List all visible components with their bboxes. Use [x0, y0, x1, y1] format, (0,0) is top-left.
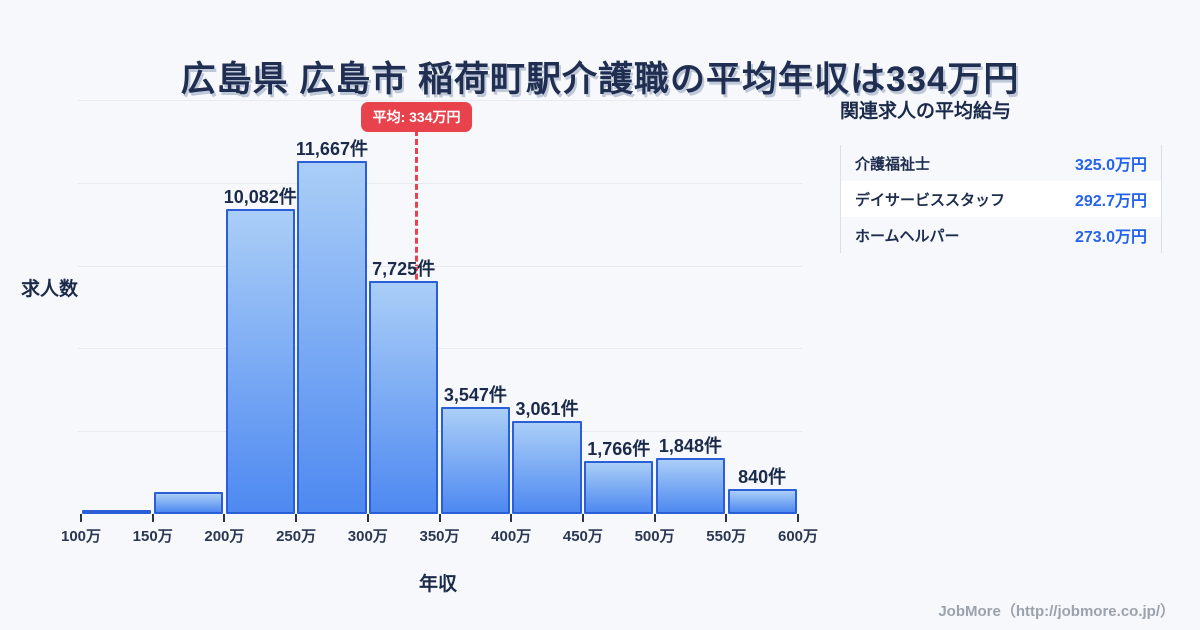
histogram-bar — [440, 406, 510, 514]
x-tick-mark — [438, 514, 441, 522]
bar-value-label: 1,848件 — [658, 436, 722, 457]
bar-value-label: 3,061件 — [515, 399, 579, 420]
bar-value-label: 11,667件 — [295, 139, 368, 160]
x-tick-label: 350万 — [419, 528, 460, 545]
job-salary: 325.0万円 — [1074, 157, 1147, 174]
bar-value-label: 3,547件 — [443, 384, 507, 405]
related-job-row: 介護福祉士 325.0万円 — [841, 145, 1161, 181]
mean-badge: 平均: 334万円 — [360, 102, 473, 132]
bar-value-label: 840件 — [738, 466, 787, 487]
related-job-row: ホームヘルパー 273.0万円 — [841, 217, 1161, 253]
x-tick-mark — [366, 514, 369, 522]
gridline — [78, 348, 802, 350]
gridline — [78, 182, 802, 184]
histogram-bar — [655, 458, 726, 514]
x-tick-mark — [653, 514, 656, 522]
x-tick-mark — [295, 514, 298, 522]
histogram-bar — [512, 421, 582, 514]
x-tick-label: 400万 — [491, 528, 532, 545]
histogram-bar — [584, 460, 654, 514]
job-name: デイサービススタッフ — [855, 191, 1006, 209]
related-job-row: デイサービススタッフ 292.7万円 — [841, 181, 1161, 217]
x-tick-mark — [725, 514, 728, 522]
x-tick-mark — [80, 514, 82, 522]
x-tick-mark — [510, 514, 513, 522]
x-tick-mark — [581, 514, 584, 522]
job-name: 介護福祉士 — [855, 155, 931, 173]
x-tick-label: 300万 — [347, 528, 388, 545]
gridline — [78, 100, 802, 101]
x-tick-label: 450万 — [562, 528, 603, 545]
bar-value-label: 10,082件 — [223, 187, 297, 208]
x-tick-mark — [223, 514, 226, 522]
bar-value-label: 7,725件 — [372, 258, 436, 279]
bar-value-label: 1,766件 — [587, 438, 651, 459]
job-salary: 292.7万円 — [1074, 193, 1147, 210]
histogram-bar — [153, 492, 224, 514]
x-tick-mark — [151, 514, 154, 522]
x-axis-label: 年収 — [419, 574, 458, 595]
histogram-bar — [297, 161, 367, 514]
histogram-bar — [82, 510, 152, 515]
x-tick-label: 200万 — [204, 528, 245, 545]
x-tick-label: 150万 — [132, 528, 173, 545]
related-jobs-panel: 関連求人の平均給与 介護福祉士 325.0万円 デイサービススタッフ 292.7… — [840, 96, 1162, 253]
y-axis-label: 求人数 — [21, 279, 79, 300]
job-name: ホームヘルパー — [855, 227, 960, 245]
histogram-bar — [369, 280, 439, 514]
footer-credit: JobMore（http://jobmore.co.jp/） — [938, 603, 1175, 620]
page-title: 広島県 広島市 稲荷町駅介護職の平均年収は334万円 — [180, 60, 1020, 100]
x-tick-label: 500万 — [634, 528, 675, 545]
x-tick-label: 600万 — [777, 528, 819, 545]
gridline — [78, 265, 802, 267]
related-jobs-table: 介護福祉士 325.0万円 デイサービススタッフ 292.7万円 ホームヘルパー… — [840, 145, 1162, 253]
gridline — [78, 431, 802, 433]
x-tick-label: 250万 — [276, 528, 317, 545]
x-tick-label: 100万 — [60, 528, 102, 545]
histogram-bar — [225, 209, 295, 514]
x-tick-mark — [797, 514, 799, 522]
job-salary: 273.0万円 — [1074, 229, 1147, 246]
x-tick-label: 550万 — [706, 528, 747, 545]
related-jobs-title: 関連求人の平均給与 — [840, 101, 1012, 122]
histogram-bar — [727, 488, 797, 514]
